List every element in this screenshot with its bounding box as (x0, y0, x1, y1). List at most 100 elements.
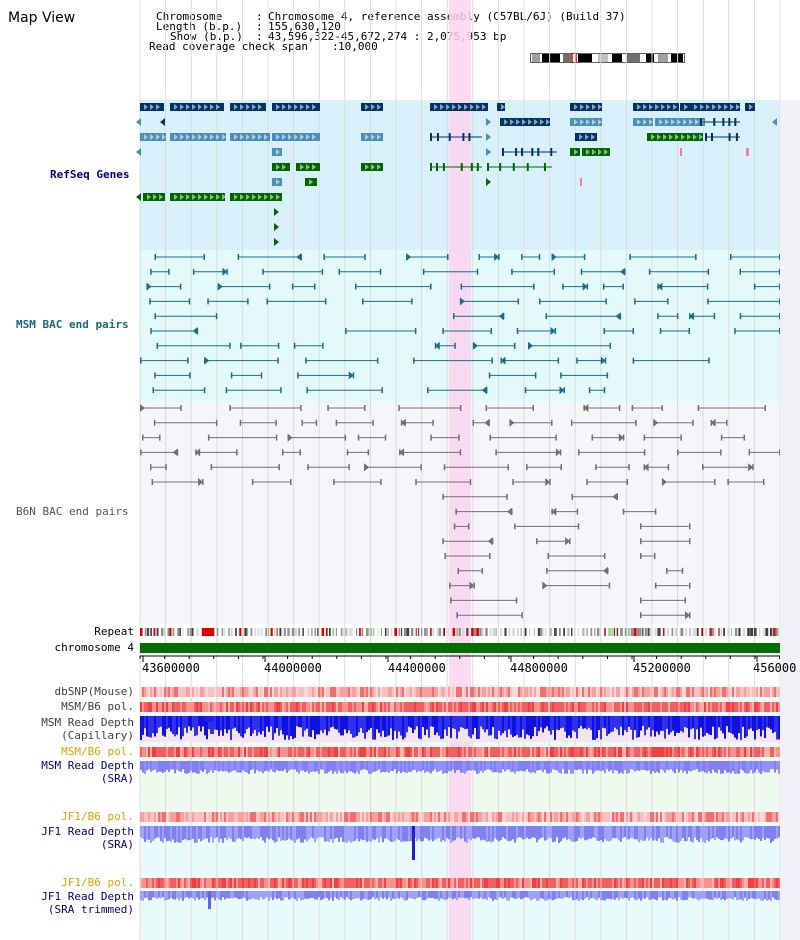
feature-arrow (136, 193, 141, 201)
heat-cell (770, 747, 772, 757)
depth-bar (434, 891, 436, 900)
heat-cell (178, 702, 180, 712)
heat-cell (732, 747, 734, 757)
heat-cell (632, 747, 634, 757)
bac-end (290, 479, 292, 485)
heat-cell (548, 702, 550, 712)
bac-end (459, 405, 462, 411)
heat-cell (178, 747, 180, 757)
heat-cell (404, 687, 406, 697)
heat-cell (466, 687, 468, 697)
heat-cell (252, 878, 254, 888)
depth-bar (638, 891, 640, 899)
depth-bar (490, 891, 492, 899)
gene-arrow (540, 119, 544, 125)
heat-cell (480, 687, 482, 697)
heat-cell (636, 878, 638, 888)
label-b6n-bac[interactable]: B6N BAC end pairs (16, 505, 129, 518)
heat-cell (608, 702, 610, 712)
heat-cell (306, 747, 308, 757)
gene-arrow (528, 119, 532, 125)
gene-arrow (591, 134, 595, 140)
feature-arrow (661, 478, 667, 486)
heat-cell (332, 687, 334, 697)
feature-arrow (160, 118, 165, 126)
heat-cell (538, 812, 540, 822)
heat-cell (480, 878, 482, 888)
heat-cell (198, 878, 200, 888)
heat-cell (256, 812, 258, 822)
repeat-block (276, 628, 279, 636)
depth-bar (230, 826, 232, 839)
depth-bar (454, 761, 456, 773)
depth-bar (724, 891, 726, 901)
bac-end (702, 464, 704, 471)
ideogram-band (646, 54, 654, 62)
depth-bar (240, 826, 242, 840)
heat-cell (650, 687, 652, 697)
depth-bar (618, 891, 620, 901)
heat-cell (620, 747, 622, 757)
heat-cell (678, 702, 680, 712)
depth-bar (394, 826, 396, 841)
depth-bar (758, 891, 760, 899)
heat-cell (732, 812, 734, 822)
depth-bar (712, 891, 714, 901)
gene-arrow (306, 134, 310, 140)
heat-cell (488, 747, 490, 757)
heat-cell (626, 878, 628, 888)
heat-cell (262, 747, 264, 757)
depth-bar (142, 891, 144, 901)
heat-cell (544, 687, 546, 697)
heat-cell (730, 702, 732, 712)
label-msm-b6-pol: MSM/B6 pol. (61, 700, 134, 713)
bac-end (381, 387, 383, 394)
depth-bar (226, 826, 228, 841)
heat-cell (484, 687, 486, 697)
depth-bar (776, 761, 778, 770)
bac-end (357, 434, 360, 441)
heat-cell (658, 747, 660, 757)
heat-cell (182, 812, 184, 822)
depth-bar (568, 761, 570, 770)
depth-bar (482, 761, 484, 773)
repeat-block (200, 628, 203, 636)
depth-bar (188, 761, 190, 773)
gene-arrow (162, 134, 166, 140)
depth-bar (702, 826, 704, 842)
heat-cell (356, 702, 358, 712)
depth-bar (394, 716, 396, 731)
depth-bar (478, 761, 480, 774)
heat-cell (768, 702, 770, 712)
depth-bar (340, 716, 342, 736)
heat-cell (604, 747, 606, 757)
heat-cell (144, 687, 146, 697)
heat-cell (758, 702, 760, 712)
feature-arrow (136, 118, 141, 126)
heat-cell (734, 687, 736, 697)
depth-bar (174, 761, 176, 774)
depth-bar (778, 716, 780, 740)
heat-cell (362, 702, 364, 712)
label-refseq-genes[interactable]: RefSeq Genes (50, 168, 130, 181)
heat-cell (682, 878, 684, 888)
heat-cell (210, 702, 212, 712)
heat-cell (674, 878, 676, 888)
label-jf1-depth-sra-sub: (SRA) (100, 838, 134, 851)
label-msm-bac[interactable]: MSM BAC end pairs (16, 318, 129, 331)
chromosome-ideogram[interactable] (530, 53, 685, 63)
heat-cell (662, 702, 664, 712)
heat-cell (286, 812, 288, 822)
depth-bar (474, 891, 476, 899)
feature-arrow (555, 448, 561, 457)
depth-bar (278, 716, 280, 736)
heat-cell (612, 878, 614, 888)
depth-bar (706, 761, 708, 774)
depth-bar (178, 826, 180, 843)
heat-cell (190, 702, 192, 712)
heat-cell (642, 812, 644, 822)
bac-end (654, 508, 657, 515)
heat-cell (286, 702, 288, 712)
depth-bar (254, 826, 256, 840)
